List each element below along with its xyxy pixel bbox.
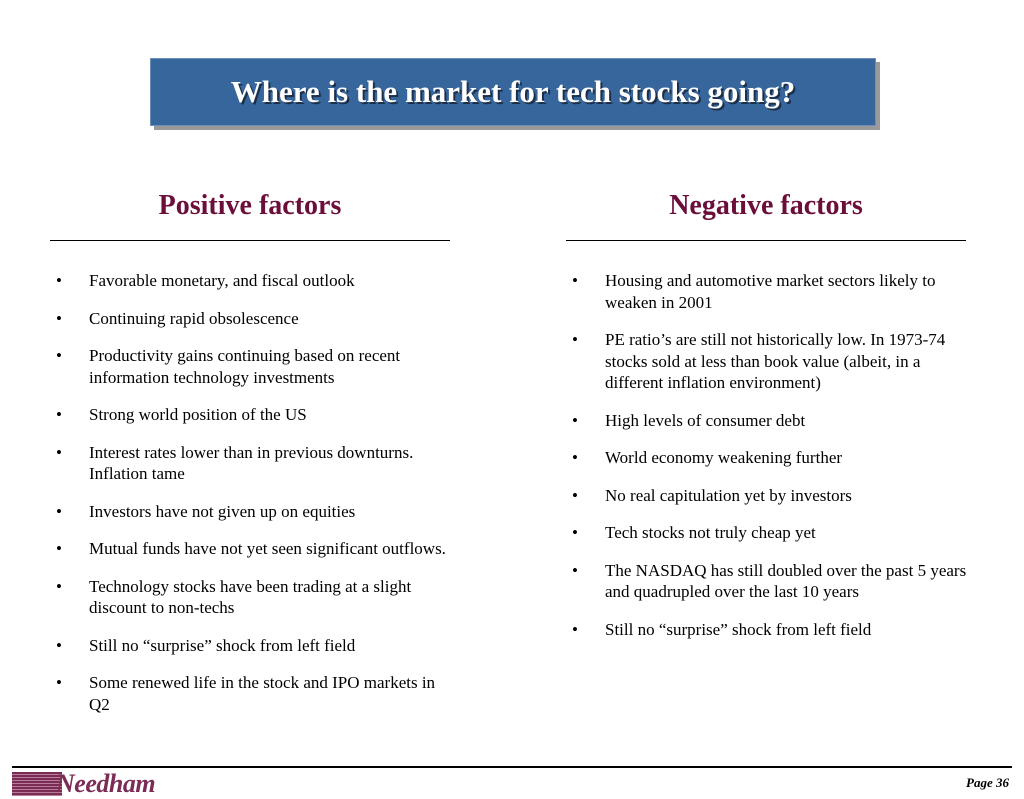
list-item: • Interest rates lower than in previous d… (52, 442, 452, 485)
positive-factors-heading: Positive factors (158, 190, 342, 221)
bullet-icon: • (572, 410, 578, 430)
logo-stripes-icon (12, 772, 62, 796)
bullet-icon: • (572, 619, 578, 639)
list-item-text: Strong world position of the US (89, 405, 307, 424)
list-item: • Technology stocks have been trading at … (52, 576, 452, 619)
bullet-icon: • (56, 442, 62, 462)
bullet-icon: • (56, 635, 62, 655)
list-item: • Favorable monetary, and fiscal outlook (52, 270, 452, 292)
bullet-icon: • (56, 271, 62, 290)
bullet-icon: • (572, 271, 578, 290)
list-item-text: Technology stocks have been trading at a… (89, 576, 412, 618)
footer-divider (12, 766, 1012, 768)
list-item-text: The NASDAQ has still doubled over the pa… (605, 560, 967, 602)
list-item: • Still no “surprise” shock from left fie… (568, 619, 968, 641)
title-banner: Where is the market for tech stocks goin… (150, 58, 876, 126)
list-item-text: PE ratio’s are still not historically lo… (605, 330, 946, 392)
list-item-text: No real capitulation yet by investors (605, 485, 852, 505)
list-item: • High levels of consumer debt (568, 410, 968, 432)
list-item: • Strong world position of the US (52, 404, 452, 426)
company-logo: Needham (56, 769, 156, 798)
list-item-text: High levels of consumer debt (605, 410, 806, 430)
list-item-text: Continuing rapid obsolescence (89, 308, 299, 328)
page-number: Page 36 (966, 775, 1009, 790)
list-item: • Tech stocks not truly cheap yet (568, 522, 968, 544)
list-item: • PE ratio’s are still not historically l… (568, 329, 968, 394)
bullet-icon: • (572, 560, 578, 580)
bullet-icon: • (56, 673, 62, 692)
list-item-text: Investors have not given up on equities (89, 501, 356, 521)
list-item: • Continuing rapid obsolescence (52, 308, 452, 330)
bullet-icon: • (56, 346, 62, 365)
negative-factors-list: • Housing and automotive market sectors l… (568, 270, 968, 656)
list-item-text: Interest rates lower than in previous do… (89, 442, 414, 484)
bullet-icon: • (56, 501, 62, 521)
bullet-icon: • (56, 576, 62, 596)
list-item: • Productivity gains continuing based on … (52, 345, 452, 388)
list-item-text: Tech stocks not truly cheap yet (605, 523, 816, 542)
list-item: • Still no “surprise” shock from left fie… (52, 635, 452, 657)
list-item: • The NASDAQ has still doubled over the p… (568, 560, 968, 603)
list-item-text: Mutual funds have not yet seen significa… (89, 539, 446, 558)
list-item: • No real capitulation yet by investors (568, 485, 968, 507)
list-item-text: Still no “surprise” shock from left fiel… (89, 635, 356, 655)
list-item: • Housing and automotive market sectors l… (568, 270, 968, 313)
bullet-icon: • (572, 448, 578, 467)
bullet-icon: • (56, 308, 62, 328)
positive-factors-list: • Favorable monetary, and fiscal outlook … (52, 270, 452, 731)
list-item: • Investors have not given up on equities (52, 501, 452, 523)
negative-factors-heading: Negative factors (669, 190, 863, 221)
negative-heading-divider (566, 240, 966, 241)
bullet-icon: • (572, 330, 578, 349)
list-item-text: Some renewed life in the stock and IPO m… (89, 673, 436, 714)
list-item-text: Productivity gains continuing based on r… (89, 346, 401, 387)
bullet-icon: • (572, 523, 578, 542)
bullet-icon: • (572, 485, 578, 505)
bullet-icon: • (56, 539, 62, 558)
list-item: • World economy weakening further (568, 447, 968, 469)
list-item: • Some renewed life in the stock and IPO … (52, 672, 452, 715)
list-item-text: Favorable monetary, and fiscal outlook (89, 271, 355, 290)
list-item-text: World economy weakening further (605, 448, 843, 467)
bullet-icon: • (56, 405, 62, 424)
list-item: • Mutual funds have not yet seen signific… (52, 538, 452, 560)
list-item-text: Housing and automotive market sectors li… (605, 271, 936, 312)
slide-title: Where is the market for tech stocks goin… (230, 74, 796, 109)
positive-heading-divider (50, 240, 450, 241)
list-item-text: Still no “surprise” shock from left fiel… (605, 619, 872, 639)
